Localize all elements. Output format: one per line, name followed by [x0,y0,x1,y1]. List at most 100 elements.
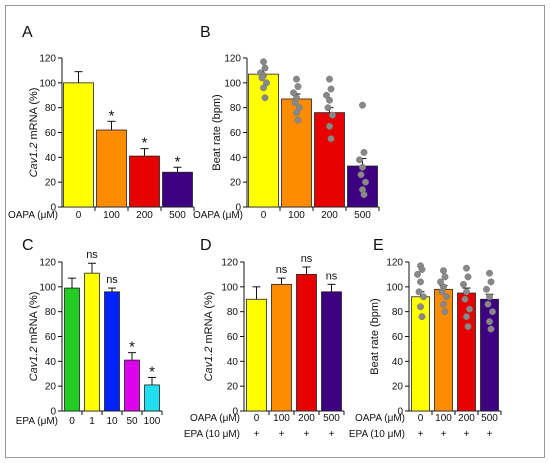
data-point [291,99,299,107]
panel-label-a: A [22,24,33,41]
y-tick-label: 40 [45,153,57,164]
y-tick-label: 60 [45,332,57,343]
panel-label-e: E [373,237,384,254]
data-point [326,122,333,130]
data-point [415,288,423,296]
bar [64,287,80,412]
y-tick-label: 120 [386,258,403,269]
data-point [263,79,270,87]
data-point [290,89,297,97]
data-point [261,94,269,102]
data-point [324,104,332,112]
bar [271,283,292,412]
data-point [261,64,269,72]
x-axis-label: OAPA (μM) [193,210,243,221]
x-tick-label: 0 [254,413,260,424]
x-axis-label: EPA (10 μM) [349,429,405,440]
y-tick-label: 100 [224,78,241,89]
y-axis-label: Cav1.2 mRNA (%) [203,292,215,382]
y-tick-label: 80 [392,307,404,318]
data-point [464,323,472,331]
data-point [258,74,266,82]
data-point [441,273,449,281]
y-axis-label: Cav1.2 mRNA (%) [28,292,40,382]
data-point [463,288,470,296]
y-tick-label: 20 [392,382,404,393]
x-tick-label: 200 [321,210,338,221]
data-point [486,269,493,277]
panel-label-b: B [200,24,211,41]
y-tick-label: 0 [232,407,238,418]
significance-ns: ns [276,264,288,276]
significance-ns: ns [106,274,118,286]
data-point [293,75,300,83]
y-tick-label: 80 [227,307,239,318]
data-point [362,178,369,186]
data-point [359,101,366,109]
y-tick-label: 60 [227,332,239,343]
x-tick-label: + [254,429,260,440]
bar [480,298,499,412]
panel-d: D 0 20 40 60 80 100 120 Cav1.2 mRNA (%) ns ns ns OA… [184,237,345,440]
bar [104,291,120,412]
data-point [294,116,302,124]
y-tick-label: 20 [45,178,57,189]
y-tick-label: 40 [392,357,404,368]
data-point [460,280,467,288]
data-point [356,156,363,164]
y-tick-label: 60 [45,128,57,139]
significance-ns: ns [301,253,313,265]
x-axis-label: OAPA (μM) [355,413,405,424]
y-tick-label: 20 [230,178,242,189]
significance-ns: ns [326,270,338,282]
y-tick-label: 80 [230,103,242,114]
x-axis-label: EPA (10 μM) [184,429,240,440]
y-axis-label: Beat rate (bpm) [211,94,223,170]
data-point [466,305,473,313]
data-point [441,308,449,316]
figure-frame [5,5,545,458]
data-point [323,91,330,99]
x-tick-label: 0 [418,413,424,424]
data-point [326,75,333,83]
x-tick-label: 0 [261,210,267,221]
data-point [294,83,302,91]
bar [124,359,140,412]
y-axis-label: Beat rate (bpm) [369,298,381,374]
x-tick-label: 0 [69,416,75,427]
panel-b: B 0 20 40 60 80 100 120 Beat rate (bpm) OAPA (μM… [193,24,380,221]
y-tick-label: 60 [230,128,242,139]
x-tick-label: 500 [481,413,498,424]
bar [296,274,317,412]
bar [321,291,342,412]
y-tick-label: 40 [227,357,239,368]
x-tick-label: 500 [354,210,371,221]
y-tick-label: 0 [397,407,403,418]
y-tick-label: 40 [230,153,242,164]
data-point [487,325,495,333]
x-tick-label: + [441,429,447,440]
data-point [418,266,426,273]
data-point [443,293,450,301]
data-point [360,191,368,199]
data-point [260,84,267,92]
y-tick-label: 0 [50,203,56,214]
data-point [463,264,470,272]
bar [248,73,279,208]
x-tick-label: + [487,429,493,440]
data-point [417,303,424,311]
significance-ns: ns [86,249,98,261]
x-axis-label: OAPA (μM) [8,210,58,221]
x-tick-label: + [304,429,310,440]
bar [246,298,267,412]
data-point [327,135,335,143]
y-tick-label: 120 [221,258,238,269]
x-tick-label: 1 [89,416,95,427]
x-tick-label: + [329,429,335,440]
bar [63,82,94,208]
data-point [418,313,426,321]
bar [84,272,100,412]
y-tick-label: 120 [39,258,56,269]
